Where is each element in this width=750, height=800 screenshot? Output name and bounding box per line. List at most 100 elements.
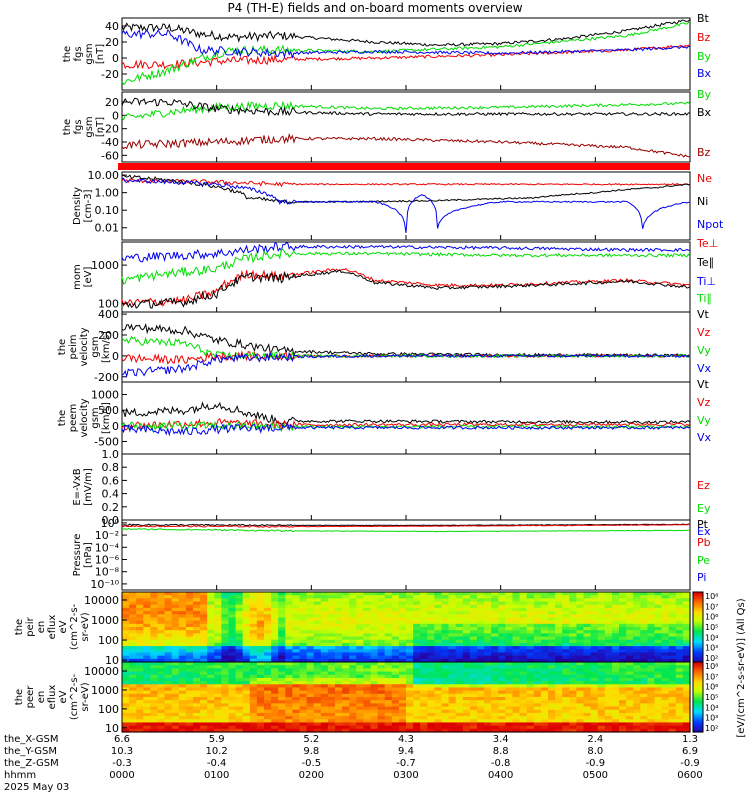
- y-axis-label: fgs: [73, 119, 84, 134]
- colorbar-segment: [693, 711, 703, 714]
- heatmap-cell: [555, 652, 563, 657]
- colorbar-tick-label: 10⁶: [705, 683, 718, 692]
- y-axis-label: [nPa]: [83, 542, 94, 568]
- heatmap-cell: [129, 614, 137, 619]
- heatmap-cell: [469, 700, 478, 704]
- heatmap-cell: [185, 706, 194, 711]
- heatmap-cell: [278, 639, 286, 644]
- heatmap-cell: [299, 719, 308, 724]
- heatmap-cell: [178, 639, 187, 644]
- heatmap-cell: [505, 665, 514, 669]
- heatmap-cell: [462, 601, 471, 606]
- heatmap-cell: [207, 709, 215, 714]
- ephemeris-value: 0200: [299, 770, 324, 781]
- heatmap-cell: [306, 627, 315, 631]
- heatmap-cell: [292, 677, 301, 682]
- heatmap-cell: [533, 658, 542, 663]
- heatmap-cell: [682, 671, 691, 676]
- heatmap-cell: [434, 700, 443, 704]
- heatmap-cell: [555, 700, 563, 704]
- heatmap-cell: [619, 722, 627, 727]
- heatmap-cell: [576, 722, 585, 727]
- heatmap-cell: [370, 722, 379, 727]
- heatmap-cell: [455, 649, 464, 654]
- heatmap-cell: [299, 639, 308, 644]
- heatmap-cell: [242, 687, 251, 692]
- heatmap-cell: [427, 655, 435, 660]
- heatmap-cell: [178, 623, 187, 628]
- heatmap-cell: [200, 649, 208, 654]
- heatmap-cell: [569, 690, 577, 695]
- heatmap-cell: [576, 684, 585, 689]
- heatmap-cell: [611, 725, 620, 730]
- heatmap-cell: [619, 716, 627, 720]
- heatmap-cell: [271, 668, 279, 673]
- heatmap-cell: [193, 709, 201, 714]
- heatmap-cell: [193, 655, 201, 660]
- heatmap-cell: [455, 684, 464, 689]
- heatmap-cell: [271, 649, 279, 654]
- heatmap-cell: [264, 722, 272, 727]
- heatmap-cell: [377, 639, 386, 644]
- heatmap-cell: [150, 595, 159, 599]
- heatmap-cell: [320, 649, 329, 654]
- heatmap-cell: [235, 639, 244, 644]
- heatmap-cell: [434, 636, 443, 641]
- heatmap-cell: [214, 627, 222, 631]
- heatmap-cell: [342, 706, 350, 711]
- heatmap-cell: [654, 633, 663, 638]
- heatmap-cell: [406, 703, 414, 708]
- colorbar-segment: [693, 625, 703, 628]
- legend-entry: Ne: [697, 172, 712, 185]
- heatmap-cell: [455, 712, 464, 717]
- heatmap-cell: [619, 697, 627, 701]
- heatmap-cell: [299, 677, 308, 682]
- heatmap-cell: [540, 601, 549, 606]
- heatmap-cell: [193, 652, 201, 657]
- heatmap-cell: [619, 642, 627, 647]
- heatmap-cell: [285, 611, 293, 615]
- heatmap-cell: [512, 728, 521, 733]
- heatmap-cell: [335, 642, 343, 647]
- heatmap-cell: [178, 700, 187, 704]
- heatmap-cell: [413, 712, 421, 717]
- heatmap-cell: [256, 623, 265, 628]
- colorbar-tick-label: 10³: [705, 714, 718, 723]
- heatmap-cell: [207, 658, 215, 663]
- heatmap-cell: [526, 595, 535, 599]
- heatmap-cell: [597, 614, 606, 619]
- heatmap-cell: [526, 655, 535, 660]
- heatmap-cell: [278, 642, 286, 647]
- heatmap-cell: [484, 633, 492, 638]
- heatmap-cell: [555, 646, 563, 650]
- heatmap-cell: [221, 709, 230, 714]
- heatmap-cell: [185, 592, 194, 596]
- heatmap-cell: [633, 627, 641, 631]
- heatmap-cell: [477, 674, 485, 679]
- heatmap-cell: [427, 700, 435, 704]
- heatmap-cell: [349, 652, 357, 657]
- heatmap-cell: [469, 595, 478, 599]
- heatmap-cell: [555, 662, 563, 666]
- heatmap-cell: [271, 709, 279, 714]
- heatmap-cell: [604, 652, 613, 657]
- heatmap-cell: [668, 658, 677, 663]
- colorbar-segment: [693, 618, 703, 621]
- heatmap-cell: [448, 681, 457, 685]
- heatmap-cell: [335, 687, 343, 692]
- heatmap-cell: [228, 614, 237, 619]
- colorbar-segment: [693, 714, 703, 717]
- heatmap-cell: [129, 709, 137, 714]
- heatmap-cell: [242, 652, 251, 657]
- heatmap-cell: [441, 592, 450, 596]
- heatmap-cell: [469, 655, 478, 660]
- heatmap-cell: [413, 658, 421, 663]
- heatmap-cell: [484, 671, 492, 676]
- heatmap-cell: [228, 719, 237, 724]
- heatmap-cell: [682, 595, 691, 599]
- heatmap-cell: [327, 604, 336, 609]
- heatmap-cell: [633, 709, 641, 714]
- heatmap-cell: [590, 611, 599, 615]
- heatmap-cell: [441, 693, 450, 698]
- heatmap-cell: [391, 611, 400, 615]
